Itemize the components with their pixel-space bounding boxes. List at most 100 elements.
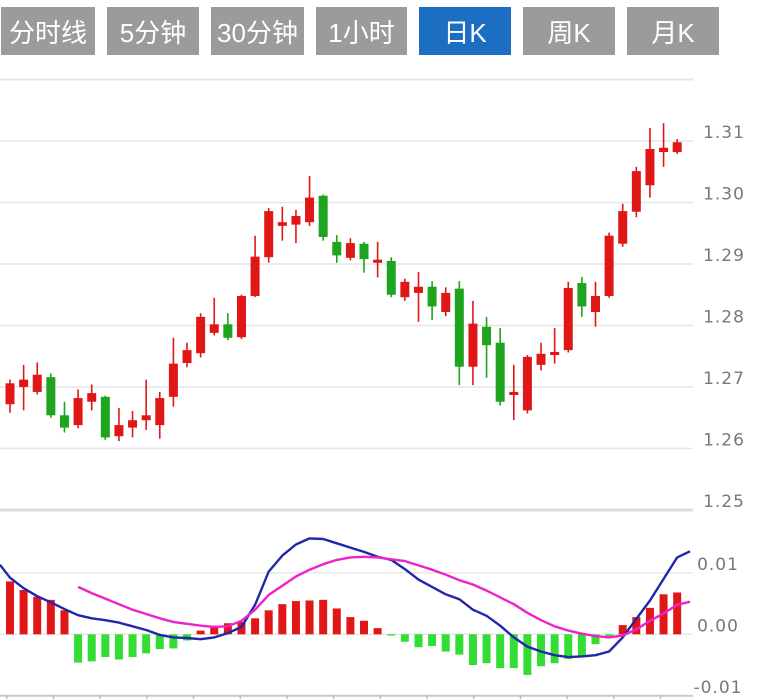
price-axis-label: 1.25 bbox=[703, 492, 745, 512]
macd-bar bbox=[360, 620, 369, 635]
macd-bar bbox=[468, 634, 477, 666]
macd-axis-label: 0.00 bbox=[697, 616, 739, 636]
candle-body bbox=[645, 148, 655, 186]
macd-bar bbox=[346, 617, 355, 635]
candle-body bbox=[196, 316, 206, 354]
tab-30min[interactable]: 30分钟 bbox=[211, 7, 304, 55]
candle-body bbox=[672, 142, 682, 153]
candle-body bbox=[590, 295, 600, 312]
price-axis-label: 1.27 bbox=[703, 369, 745, 389]
macd-bar bbox=[319, 599, 328, 635]
macd-bar bbox=[155, 634, 164, 650]
price-axis-label: 1.26 bbox=[703, 431, 745, 451]
macd-bar bbox=[305, 600, 314, 635]
candle-body bbox=[32, 374, 42, 392]
tab-weekly-k[interactable]: 周K bbox=[523, 7, 615, 55]
macd-bar bbox=[6, 581, 14, 635]
macd-bar bbox=[223, 623, 232, 635]
macd-histogram bbox=[6, 581, 682, 675]
candles-group bbox=[5, 123, 682, 442]
macd-bar bbox=[414, 634, 423, 648]
price-axis-label: 1.29 bbox=[703, 246, 745, 266]
macd-bar bbox=[46, 599, 55, 635]
candle-body bbox=[168, 363, 178, 397]
macd-bar bbox=[632, 617, 641, 635]
candle-body bbox=[550, 351, 560, 356]
candle-body bbox=[128, 420, 138, 428]
candle-body bbox=[141, 415, 151, 421]
candle-body bbox=[509, 391, 519, 395]
candle-body bbox=[536, 353, 546, 365]
price-axis-label: 1.28 bbox=[703, 308, 745, 328]
macd-bar bbox=[33, 596, 42, 635]
candle-body bbox=[427, 286, 437, 307]
macd-bar bbox=[618, 625, 627, 635]
candle-body bbox=[482, 326, 492, 346]
dif-line bbox=[0, 537, 691, 659]
candle-body bbox=[413, 286, 423, 293]
candle-body bbox=[373, 259, 383, 263]
price-grid: 1.31 1.30 1.29 1.28 1.27 1.26 1.25 bbox=[0, 78, 745, 512]
candle-body bbox=[618, 211, 628, 244]
macd-bar bbox=[142, 634, 151, 654]
macd-bar bbox=[564, 634, 573, 659]
macd-bar bbox=[400, 634, 409, 642]
candle-body bbox=[563, 287, 573, 351]
macd-bar bbox=[291, 601, 300, 635]
candle-body bbox=[182, 350, 192, 364]
tab-daily-k[interactable]: 日K bbox=[419, 7, 511, 55]
x-axis-ticks bbox=[5, 695, 662, 699]
macd-bar bbox=[482, 634, 491, 664]
macd-bar bbox=[264, 610, 273, 635]
candle-body bbox=[73, 398, 83, 426]
candle-body bbox=[659, 147, 669, 153]
macd-bar bbox=[455, 634, 464, 655]
tab-monthly-k[interactable]: 月K bbox=[627, 7, 719, 55]
macd-bar bbox=[591, 634, 600, 645]
candle-body bbox=[100, 396, 110, 438]
candle-body bbox=[318, 195, 328, 237]
candle-body bbox=[454, 288, 464, 367]
tab-5min[interactable]: 5分钟 bbox=[107, 7, 199, 55]
candle-body bbox=[46, 377, 56, 416]
dea-line bbox=[77, 555, 691, 639]
interval-tab-bar: 分时线 5分钟 30分钟 1小时 日K 周K 月K bbox=[1, 7, 719, 55]
candle-body bbox=[114, 425, 124, 437]
macd-bar bbox=[373, 628, 382, 635]
macd-bar bbox=[196, 630, 205, 635]
macd-bar bbox=[60, 610, 69, 635]
candle-body bbox=[155, 398, 165, 426]
tab-time-line[interactable]: 分时线 bbox=[1, 7, 95, 55]
candle-body bbox=[209, 324, 219, 333]
candle-body bbox=[441, 292, 451, 312]
candle-body bbox=[468, 323, 478, 367]
candle-body bbox=[332, 241, 342, 256]
candle-body bbox=[5, 383, 15, 405]
macd-bar bbox=[605, 634, 614, 638]
macd-axis-label: -0.01 bbox=[694, 678, 743, 698]
macd-bar bbox=[428, 634, 437, 646]
macd-bar bbox=[101, 634, 110, 658]
macd-bar bbox=[577, 634, 586, 658]
tab-1hour[interactable]: 1小时 bbox=[316, 7, 407, 55]
candle-body bbox=[236, 295, 246, 338]
candle-body bbox=[19, 379, 29, 387]
macd-bar bbox=[523, 634, 532, 675]
candle-body bbox=[495, 342, 505, 402]
macd-bar bbox=[441, 634, 450, 652]
candle-body bbox=[577, 283, 587, 307]
macd-bar bbox=[550, 634, 559, 664]
candle-body bbox=[604, 235, 614, 296]
macd-bar bbox=[332, 608, 341, 635]
candle-body bbox=[522, 356, 532, 411]
macd-bar bbox=[114, 634, 123, 660]
candle-body bbox=[359, 243, 369, 260]
macd-bar bbox=[278, 604, 287, 635]
macd-bar bbox=[387, 634, 396, 636]
macd-bar bbox=[19, 590, 28, 635]
macd-bar bbox=[673, 592, 682, 635]
candle-body bbox=[386, 260, 396, 295]
macd-bar bbox=[128, 634, 137, 658]
macd-bar bbox=[251, 618, 260, 635]
